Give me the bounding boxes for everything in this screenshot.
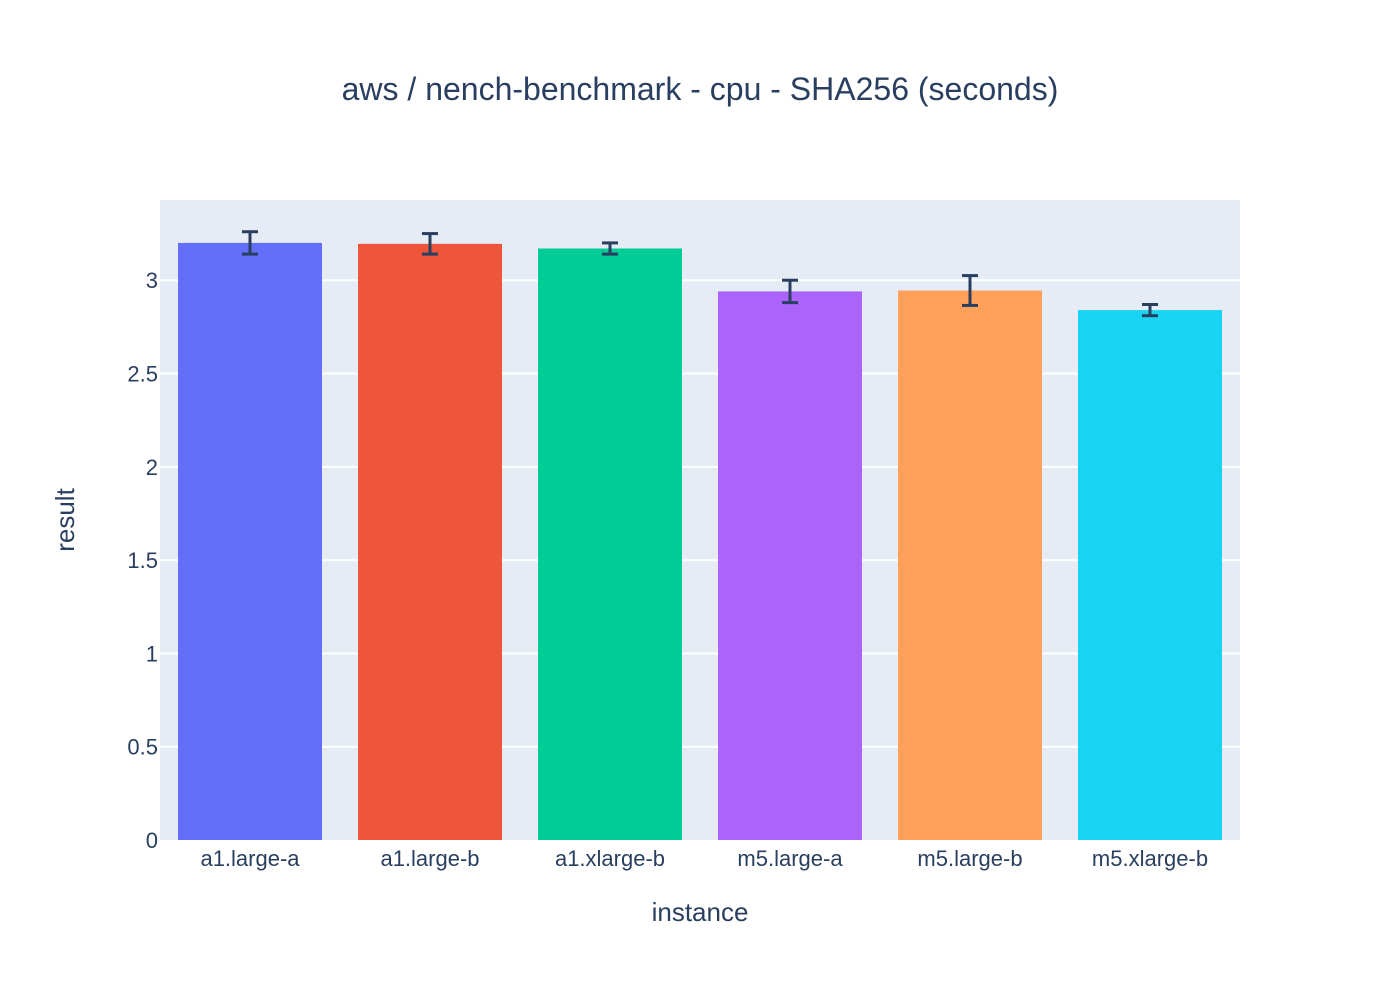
y-tick-label: 3 xyxy=(146,268,158,293)
x-axis-title: instance xyxy=(652,897,749,927)
x-tick-label: a1.large-b xyxy=(380,846,479,871)
y-axis-title: result xyxy=(50,487,80,551)
y-tick-label: 0 xyxy=(146,828,158,853)
error-bars xyxy=(242,230,1158,318)
y-tick-label: 1.5 xyxy=(127,548,158,573)
bar xyxy=(1078,310,1222,840)
y-tick-label: 2.5 xyxy=(127,362,158,387)
bar xyxy=(358,243,502,841)
bars xyxy=(178,242,1222,841)
x-tick-label: m5.large-a xyxy=(737,846,843,871)
y-tick-label: 2 xyxy=(146,455,158,480)
y-tick-label: 0.5 xyxy=(127,735,158,760)
grid-lines xyxy=(160,279,1240,748)
error-bar xyxy=(422,232,438,256)
x-tick-label: a1.large-a xyxy=(200,846,300,871)
error-bar xyxy=(962,274,978,307)
x-tick-label: m5.large-b xyxy=(917,846,1022,871)
bar xyxy=(718,291,862,840)
y-tick-label: 1 xyxy=(146,641,158,666)
bar xyxy=(898,290,1042,841)
bar xyxy=(538,248,682,840)
error-bar xyxy=(602,241,618,256)
error-bar xyxy=(782,278,798,305)
bar xyxy=(178,242,322,840)
error-bar xyxy=(1142,302,1158,318)
x-tick-label: m5.xlarge-b xyxy=(1092,846,1208,871)
y-tick-labels: 0 0.5 1 1.5 2 2.5 3 xyxy=(127,268,158,853)
error-bar xyxy=(242,230,258,256)
chart-title: aws / nench-benchmark - cpu - SHA256 (se… xyxy=(342,71,1059,107)
plot-background xyxy=(160,200,1240,840)
x-tick-labels: a1.large-a a1.large-b a1.xlarge-b m5.large-… xyxy=(200,846,1208,871)
x-tick-label: a1.xlarge-b xyxy=(555,846,665,871)
